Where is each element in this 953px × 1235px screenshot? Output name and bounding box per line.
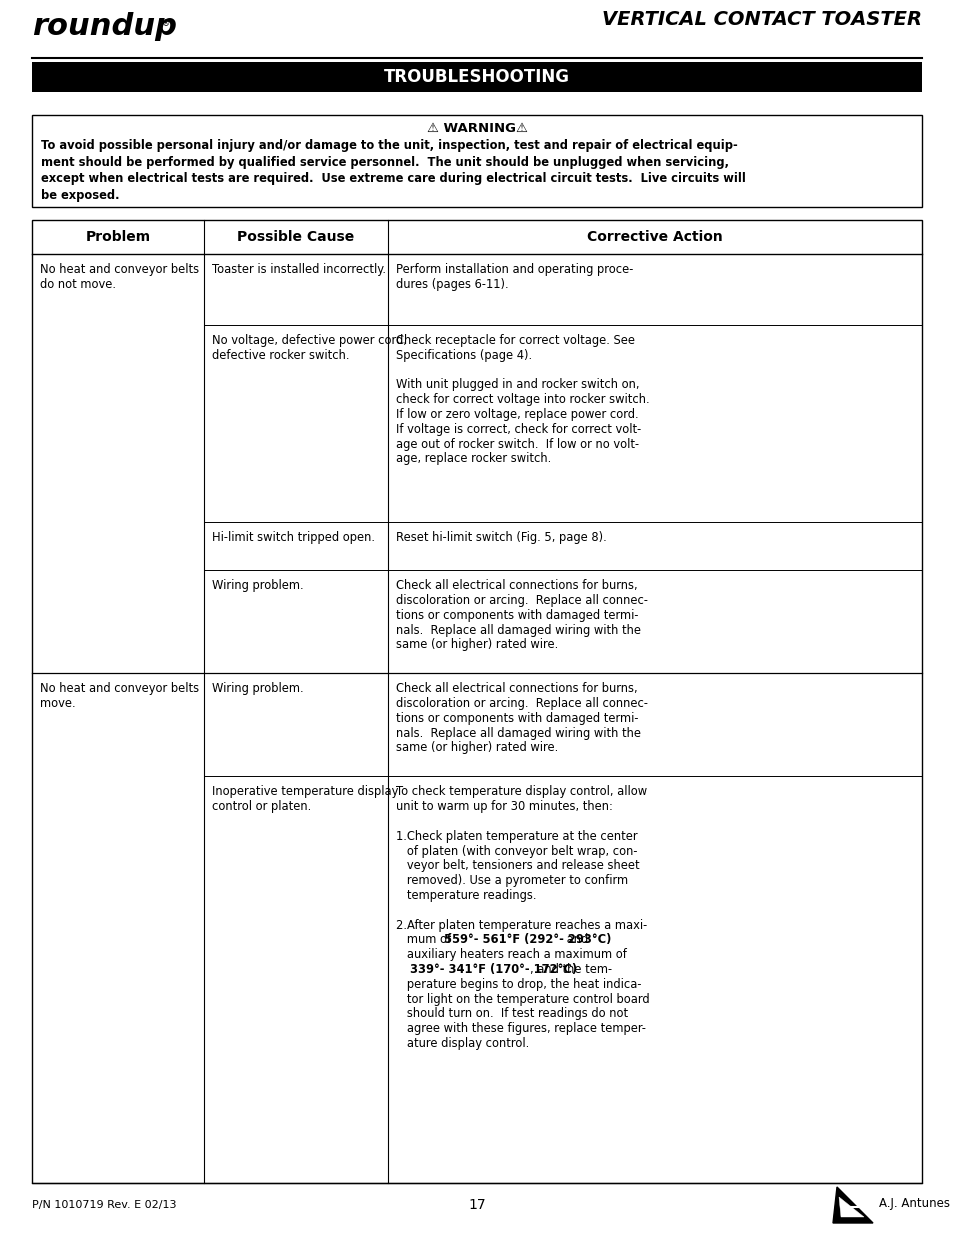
Text: do not move.: do not move.	[40, 278, 116, 290]
Text: Problem: Problem	[85, 230, 151, 245]
Bar	[32, 220, 921, 1183]
Text: mum of: mum of	[395, 934, 455, 946]
Text: tions or components with damaged termi-: tions or components with damaged termi-	[395, 609, 638, 621]
Text: roundup: roundup	[32, 12, 177, 41]
Text: tions or components with damaged termi-: tions or components with damaged termi-	[395, 711, 638, 725]
Text: Reset hi-limit switch (Fig. 5, page 8).: Reset hi-limit switch (Fig. 5, page 8).	[395, 531, 606, 545]
Text: agree with these figures, replace temper-: agree with these figures, replace temper…	[395, 1023, 645, 1035]
Text: No heat and conveyor belts: No heat and conveyor belts	[40, 682, 199, 695]
Text: except when electrical tests are required.  Use extreme care during electrical c: except when electrical tests are require…	[41, 173, 745, 185]
Text: 339°- 341°F (170°- 172°C): 339°- 341°F (170°- 172°C)	[410, 963, 577, 976]
Polygon shape	[832, 1187, 872, 1223]
Text: 2.After platen temperature reaches a maxi-: 2.After platen temperature reaches a max…	[395, 919, 646, 931]
Text: ment should be performed by qualified service personnel.  The unit should be unp: ment should be performed by qualified se…	[41, 156, 728, 169]
Text: auxiliary heaters reach a maximum of: auxiliary heaters reach a maximum of	[395, 948, 626, 961]
Text: If voltage is correct, check for correct volt-: If voltage is correct, check for correct…	[395, 422, 640, 436]
Text: removed). Use a pyrometer to confirm: removed). Use a pyrometer to confirm	[395, 874, 627, 887]
Text: discoloration or arcing.  Replace all connec-: discoloration or arcing. Replace all con…	[395, 697, 647, 710]
Text: ⚠ WARNING⚠: ⚠ WARNING⚠	[426, 122, 527, 135]
Text: , and the tem-: , and the tem-	[529, 963, 611, 976]
Text: move.: move.	[40, 697, 75, 710]
Text: age out of rocker switch.  If low or no volt-: age out of rocker switch. If low or no v…	[395, 437, 639, 451]
Text: Specifications (page 4).: Specifications (page 4).	[395, 348, 532, 362]
Text: nals.  Replace all damaged wiring with the: nals. Replace all damaged wiring with th…	[395, 726, 640, 740]
Text: 559°- 561°F (292°- 293°C): 559°- 561°F (292°- 293°C)	[443, 934, 611, 946]
Text: Hi-limit switch tripped open.: Hi-limit switch tripped open.	[212, 531, 375, 545]
Text: To avoid possible personal injury and/or damage to the unit, inspection, test an: To avoid possible personal injury and/or…	[41, 140, 737, 152]
Text: With unit plugged in and rocker switch on,: With unit plugged in and rocker switch o…	[395, 378, 639, 391]
Text: No voltage, defective power cord,: No voltage, defective power cord,	[212, 333, 406, 347]
Text: and: and	[562, 934, 588, 946]
Text: 1.Check platen temperature at the center: 1.Check platen temperature at the center	[395, 830, 637, 842]
Text: Check all electrical connections for burns,: Check all electrical connections for bur…	[395, 579, 637, 592]
Text: be exposed.: be exposed.	[41, 189, 119, 203]
Text: Possible Cause: Possible Cause	[237, 230, 355, 245]
Text: same (or higher) rated wire.: same (or higher) rated wire.	[395, 638, 558, 651]
Text: Inoperative temperature display: Inoperative temperature display	[212, 785, 397, 798]
Text: veyor belt, tensioners and release sheet: veyor belt, tensioners and release sheet	[395, 860, 639, 872]
Text: ®: ®	[162, 19, 170, 28]
Text: Wiring problem.: Wiring problem.	[212, 682, 303, 695]
Text: Wiring problem.: Wiring problem.	[212, 579, 303, 592]
Text: nals.  Replace all damaged wiring with the: nals. Replace all damaged wiring with th…	[395, 624, 640, 636]
Polygon shape	[838, 1197, 863, 1216]
Text: ature display control.: ature display control.	[395, 1037, 529, 1050]
Text: Perform installation and operating proce-: Perform installation and operating proce…	[395, 263, 633, 275]
Text: temperature readings.: temperature readings.	[395, 889, 536, 902]
Text: tor light on the temperature control board: tor light on the temperature control boa…	[395, 993, 649, 1005]
Text: unit to warm up for 30 minutes, then:: unit to warm up for 30 minutes, then:	[395, 800, 612, 813]
Text: No heat and conveyor belts: No heat and conveyor belts	[40, 263, 199, 275]
Bar	[32, 62, 921, 91]
Text: To check temperature display control, allow: To check temperature display control, al…	[395, 785, 646, 798]
Text: P/N 1010719 Rev. E 02/13: P/N 1010719 Rev. E 02/13	[32, 1200, 176, 1210]
Text: age, replace rocker switch.: age, replace rocker switch.	[395, 452, 551, 466]
Text: same (or higher) rated wire.: same (or higher) rated wire.	[395, 741, 558, 755]
Text: If low or zero voltage, replace power cord.: If low or zero voltage, replace power co…	[395, 408, 638, 421]
Text: dures (pages 6-11).: dures (pages 6-11).	[395, 278, 508, 290]
Text: Check receptacle for correct voltage. See: Check receptacle for correct voltage. Se…	[395, 333, 635, 347]
Text: defective rocker switch.: defective rocker switch.	[212, 348, 349, 362]
Bar	[32, 115, 921, 207]
Text: Check all electrical connections for burns,: Check all electrical connections for bur…	[395, 682, 637, 695]
Text: control or platen.: control or platen.	[212, 800, 311, 813]
Text: Corrective Action: Corrective Action	[586, 230, 722, 245]
Text: 17: 17	[468, 1198, 485, 1212]
Text: of platen (with conveyor belt wrap, con-: of platen (with conveyor belt wrap, con-	[395, 845, 637, 857]
Text: A.J. Antunes & Co.: A.J. Antunes & Co.	[878, 1197, 953, 1209]
Text: VERTICAL CONTACT TOASTER: VERTICAL CONTACT TOASTER	[601, 10, 921, 28]
Text: Toaster is installed incorrectly.: Toaster is installed incorrectly.	[212, 263, 385, 275]
Text: TROUBLESHOOTING: TROUBLESHOOTING	[384, 68, 569, 85]
Text: check for correct voltage into rocker switch.: check for correct voltage into rocker sw…	[395, 393, 649, 406]
Text: should turn on.  If test readings do not: should turn on. If test readings do not	[395, 1008, 627, 1020]
Text: perature begins to drop, the heat indica-: perature begins to drop, the heat indica…	[395, 978, 640, 990]
Text: discoloration or arcing.  Replace all connec-: discoloration or arcing. Replace all con…	[395, 594, 647, 606]
